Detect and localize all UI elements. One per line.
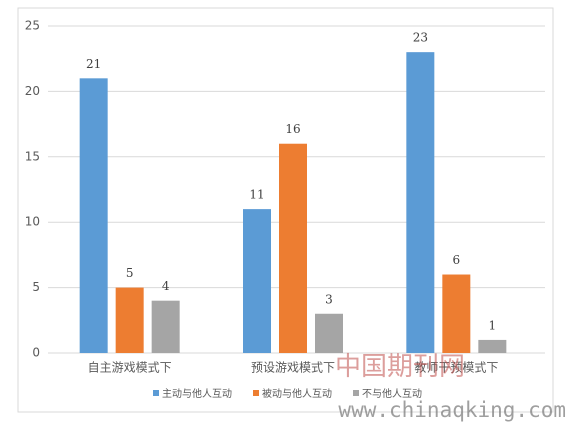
y-tick-label: 20	[25, 84, 40, 98]
x-tick-label: 预设游戏模式下	[251, 361, 335, 375]
bar	[315, 313, 343, 353]
bar	[478, 339, 507, 353]
value-label: 6	[453, 253, 461, 267]
legend-label: 主动与他人互动	[162, 387, 232, 400]
y-tick-label: 15	[25, 149, 40, 163]
value-label: 23	[413, 31, 428, 45]
watermark: www.chinaqking.com	[338, 398, 566, 422]
value-label: 21	[86, 57, 101, 71]
value-label: 16	[285, 122, 300, 136]
bar	[442, 274, 471, 353]
value-label: 3	[325, 292, 333, 306]
value-label: 5	[126, 266, 134, 280]
watermark: 中国期刊网	[335, 352, 465, 382]
y-tick-label: 10	[25, 215, 40, 229]
legend-swatch	[253, 390, 259, 396]
legend-swatch	[353, 390, 359, 396]
x-tick-label: 自主游戏模式下	[88, 361, 172, 375]
x-tick-label: 教师干预模式下	[414, 360, 498, 375]
legend-label: 不与他人互动	[362, 387, 422, 400]
bar	[279, 143, 307, 353]
value-label: 1	[489, 318, 497, 332]
bar	[79, 78, 108, 353]
bar	[151, 300, 180, 353]
bar	[115, 287, 144, 353]
y-tick-label: 5	[32, 280, 40, 294]
y-tick-label: 0	[32, 346, 40, 360]
bar	[243, 209, 271, 353]
legend-label: 被动与他人互动	[262, 387, 332, 400]
y-tick-label: 25	[25, 19, 40, 33]
bar	[406, 52, 435, 353]
value-label: 11	[249, 188, 264, 202]
value-label: 4	[162, 279, 170, 293]
legend-swatch	[153, 390, 159, 396]
